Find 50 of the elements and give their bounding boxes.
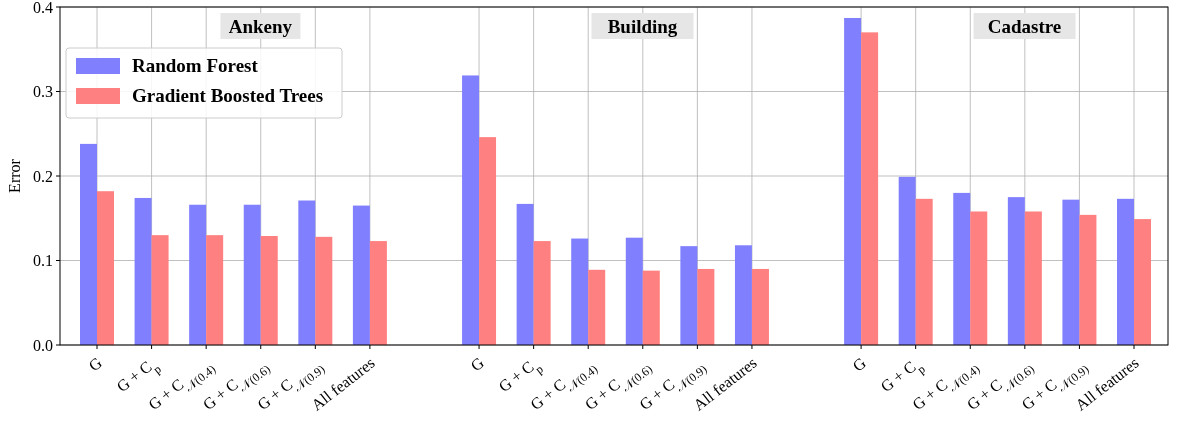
bar <box>479 137 497 345</box>
bar <box>970 211 988 345</box>
bar <box>588 269 606 345</box>
bar <box>462 75 480 345</box>
bar <box>134 197 152 345</box>
y-tick-label: 0.0 <box>33 336 53 354</box>
annotation: Ankeny <box>228 16 293 37</box>
bar <box>642 270 660 345</box>
bar <box>1024 211 1042 345</box>
bar <box>1079 214 1097 345</box>
bar <box>915 198 933 345</box>
x-tick-label: G <box>849 353 870 375</box>
legend-label: Gradient Boosted Trees <box>132 85 324 106</box>
bar <box>861 32 879 345</box>
bar <box>243 204 261 345</box>
bar <box>206 235 224 345</box>
bar <box>369 241 387 345</box>
bar <box>1134 219 1151 345</box>
bar <box>571 238 589 345</box>
bar <box>516 203 534 345</box>
annotation: Building <box>607 16 678 37</box>
y-tick-label: 0.4 <box>33 0 53 16</box>
bar <box>751 268 769 345</box>
bar <box>352 205 370 345</box>
bar <box>151 235 169 345</box>
y-tick-label: 0.3 <box>33 83 53 101</box>
bar <box>953 192 971 345</box>
bar <box>697 268 715 345</box>
bar <box>1062 199 1080 345</box>
bar <box>533 241 551 345</box>
y-tick-label: 0.2 <box>33 167 53 185</box>
bar <box>680 246 698 345</box>
bar <box>298 200 316 345</box>
bar <box>734 245 752 345</box>
bar <box>625 237 643 345</box>
bar <box>844 17 862 345</box>
bar <box>260 236 278 345</box>
annotation: Cadastre <box>987 16 1062 37</box>
bar <box>1117 198 1134 345</box>
bar <box>80 143 97 345</box>
x-tick-label: G <box>467 353 488 375</box>
bar <box>898 176 916 345</box>
bar <box>315 236 333 345</box>
bar <box>189 204 207 345</box>
bar <box>1007 197 1025 345</box>
legend-label: Random Forest <box>132 55 259 76</box>
y-tick-label: 0.1 <box>33 252 53 270</box>
bar <box>97 191 114 345</box>
y-axis-title: Error <box>6 158 23 193</box>
x-tick-label: G <box>85 353 106 375</box>
